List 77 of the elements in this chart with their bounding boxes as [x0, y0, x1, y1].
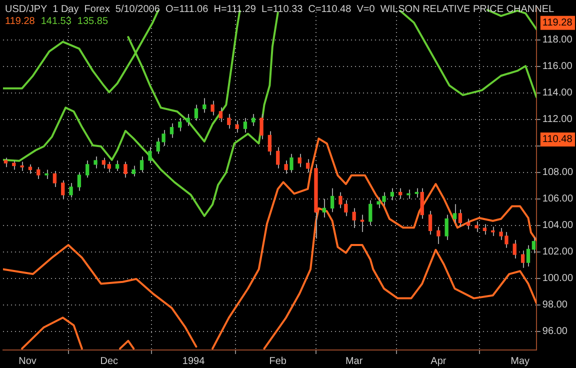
candlestick	[352, 208, 356, 229]
candlestick	[532, 236, 536, 254]
candlestick	[52, 170, 57, 188]
candlestick	[218, 106, 223, 122]
y-tick-label: 98.00	[542, 300, 568, 311]
y-tick-label: 114.00	[542, 88, 573, 99]
candlestick	[20, 161, 24, 172]
candlestick	[390, 188, 394, 201]
y-tick-label: 116.00	[542, 61, 573, 72]
candlestick	[330, 188, 334, 213]
candlestick	[170, 122, 174, 138]
y-tick-label: 96.00	[542, 326, 568, 338]
candlestick	[61, 180, 65, 200]
y-tick-label: 100.00	[542, 273, 574, 284]
candlestick	[276, 146, 280, 169]
y-tick-label: 110.48	[542, 134, 573, 146]
y-tick-label: 119.28	[542, 18, 573, 29]
y-tick-label: 108.00	[542, 167, 574, 178]
candlestick	[436, 226, 440, 244]
x-tick-label: Feb	[269, 356, 287, 367]
x-tick-label: Dec	[100, 356, 118, 367]
candlestick	[186, 114, 190, 126]
x-tick-label: Mar	[345, 356, 364, 367]
candlestick	[194, 104, 198, 122]
candlestick	[452, 204, 457, 224]
annotation: 135.85	[77, 16, 108, 27]
candlestick	[210, 100, 214, 116]
candlestick	[107, 161, 111, 173]
candlestick	[86, 160, 90, 178]
candlestick	[444, 214, 448, 240]
candlestick	[414, 188, 418, 198]
candlestick	[420, 188, 424, 220]
x-tick-label: May	[510, 356, 530, 367]
candlestick	[44, 169, 48, 180]
candlestick	[260, 114, 264, 140]
candlestick	[132, 165, 136, 177]
candlestick	[178, 118, 182, 132]
y-tick-label: 102.00	[542, 246, 574, 258]
candlestick	[28, 164, 32, 174]
candlestick	[124, 161, 128, 178]
candlestick	[227, 114, 231, 130]
x-tick-label: Apr	[430, 356, 447, 367]
candlestick	[491, 226, 495, 236]
candlestick	[252, 114, 256, 126]
candlestick	[69, 182, 73, 198]
candlestick	[102, 157, 106, 169]
candlestick	[235, 120, 239, 134]
annotation: 141.53	[40, 16, 72, 27]
candlestick	[428, 210, 432, 236]
candlestick	[36, 166, 40, 180]
candlestick	[148, 146, 152, 164]
x-tick-label: 1994	[182, 356, 206, 367]
candlestick	[512, 239, 516, 260]
annotation: 119.28	[5, 16, 36, 27]
x-tick-label: Nov	[18, 356, 36, 367]
candlestick	[298, 153, 302, 168]
candlestick	[140, 156, 144, 173]
candlestick	[4, 157, 8, 168]
candlestick	[368, 200, 372, 226]
candlestick	[115, 160, 120, 172]
candlestick	[526, 244, 530, 267]
candlestick	[290, 153, 294, 173]
y-tick-label: 106.00	[542, 194, 574, 205]
candlestick	[77, 172, 82, 192]
candlestick	[458, 208, 462, 228]
candlestick	[202, 98, 206, 114]
candlestick	[474, 220, 478, 233]
candlestick	[482, 224, 487, 236]
candlestick	[284, 160, 288, 174]
candlestick	[243, 118, 248, 134]
candlestick	[94, 156, 98, 169]
y-tick-label: 118.00	[542, 34, 573, 46]
y-tick-label: 112.00	[542, 114, 573, 126]
y-tick-label: 104.00	[542, 220, 574, 232]
candlestick	[268, 130, 272, 156]
candlestick	[322, 198, 326, 218]
candlestick	[520, 250, 525, 268]
